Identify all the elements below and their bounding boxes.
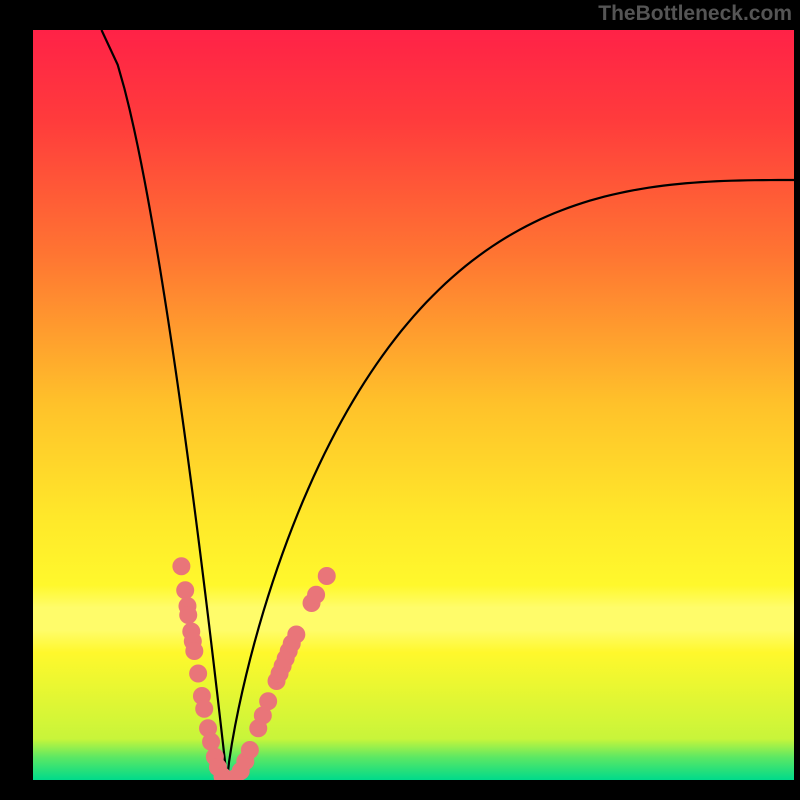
data-point bbox=[179, 606, 197, 624]
data-point bbox=[176, 581, 194, 599]
data-point bbox=[259, 692, 277, 710]
plot-background bbox=[33, 30, 794, 780]
data-point bbox=[241, 741, 259, 759]
chart-container bbox=[33, 30, 794, 780]
data-point bbox=[189, 665, 207, 683]
data-point bbox=[185, 642, 203, 660]
data-point bbox=[172, 557, 190, 575]
data-point bbox=[195, 700, 213, 718]
data-point bbox=[287, 626, 305, 644]
data-point bbox=[318, 567, 336, 585]
data-point bbox=[202, 733, 220, 751]
watermark-text: TheBottleneck.com bbox=[598, 2, 792, 26]
data-point bbox=[307, 586, 325, 604]
chart-svg bbox=[33, 30, 794, 780]
